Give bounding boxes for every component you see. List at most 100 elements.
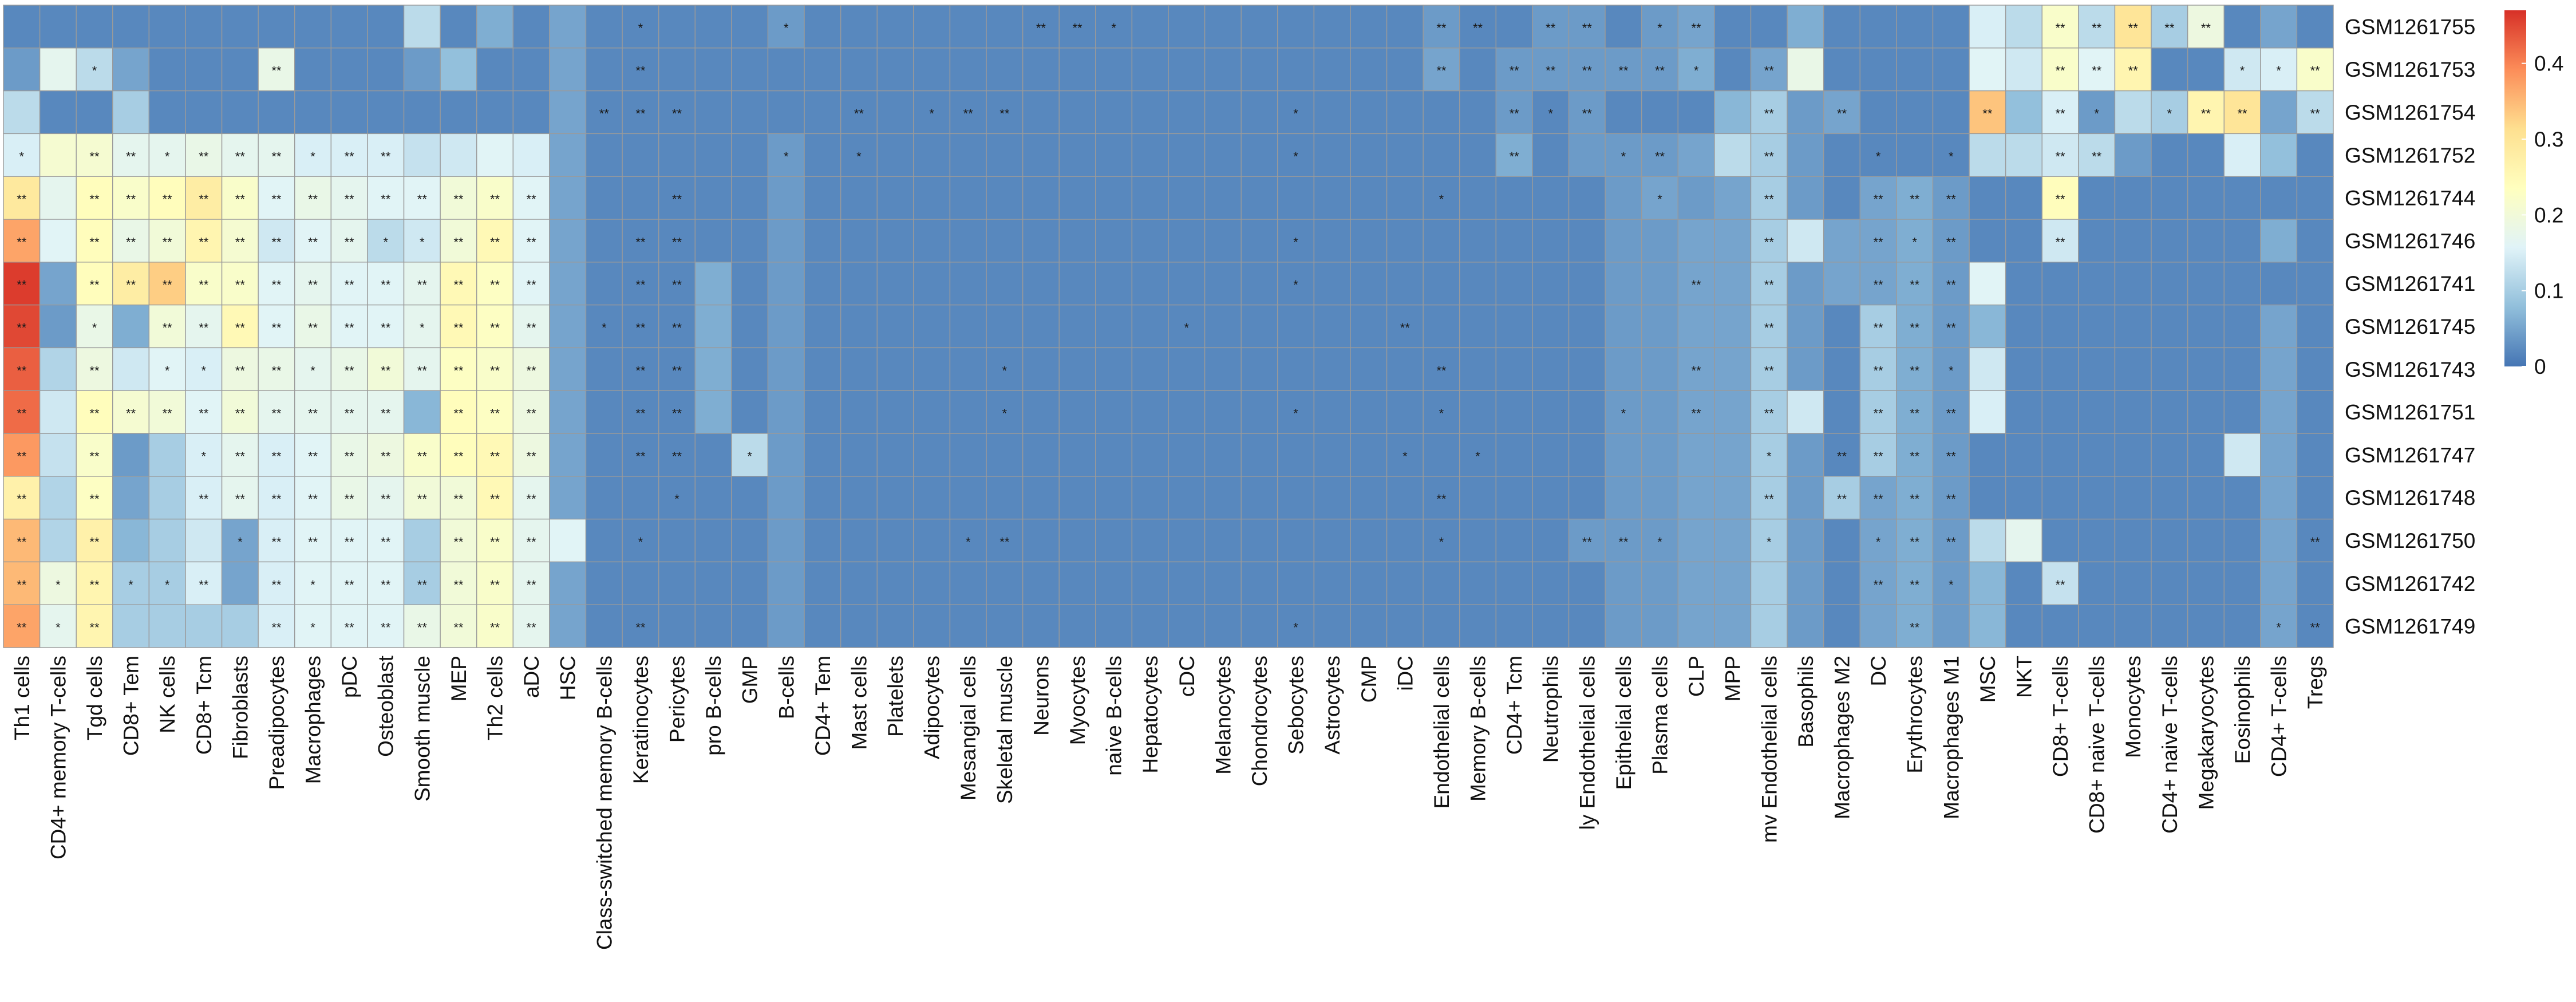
column-label: Epithelial cells — [1612, 656, 1635, 790]
significance-mark: ** — [308, 449, 318, 463]
heatmap-cell — [694, 518, 732, 563]
heatmap-cell — [1131, 90, 1169, 135]
heatmap-cell — [1969, 476, 2006, 520]
heatmap-cell — [1605, 262, 1642, 306]
heatmap-cell — [1313, 90, 1351, 135]
significance-mark: * — [784, 21, 789, 35]
column-label: Sebocytes — [1285, 656, 1308, 755]
heatmap-cell — [804, 90, 841, 135]
heatmap-cell — [549, 433, 587, 477]
heatmap-cell — [1350, 476, 1388, 520]
heatmap-cell — [2005, 476, 2042, 520]
heatmap-cell — [1131, 433, 1169, 477]
column-label: Monocytes — [2121, 656, 2145, 758]
heatmap-cell — [2041, 48, 2079, 92]
column-label: Plasma cells — [1649, 656, 1672, 775]
heatmap-cell — [258, 561, 295, 605]
significance-mark: ** — [453, 407, 464, 421]
heatmap-cell — [1131, 390, 1169, 434]
heatmap-cell — [1750, 176, 1788, 220]
significance-mark: ** — [126, 407, 136, 421]
heatmap-cell — [1204, 133, 1242, 177]
heatmap-cell — [1605, 390, 1642, 434]
heatmap-cell — [1787, 518, 1824, 563]
column-label: Skeletal muscle — [993, 656, 1017, 804]
significance-mark: ** — [235, 278, 246, 292]
heatmap-cell — [1605, 304, 1642, 349]
heatmap-cell — [3, 5, 41, 49]
heatmap-cell — [622, 561, 659, 605]
heatmap-cell — [1350, 433, 1388, 477]
significance-mark: * — [56, 578, 61, 592]
heatmap-cell — [840, 390, 878, 434]
significance-mark: ** — [271, 407, 282, 421]
significance-mark: ** — [89, 621, 100, 635]
column-label: Th2 cells — [484, 656, 507, 740]
heatmap-cell — [1022, 133, 1060, 177]
heatmap-cell — [1787, 476, 1824, 520]
heatmap-cell — [512, 304, 550, 349]
heatmap-cell — [840, 476, 878, 520]
significance-mark: * — [1002, 407, 1008, 421]
heatmap-cell — [731, 5, 769, 49]
significance-mark: ** — [271, 321, 282, 335]
column-label: CD4+ T-cells — [2267, 656, 2291, 777]
heatmap-cell — [1277, 176, 1315, 220]
heatmap-cell — [694, 390, 732, 434]
heatmap-cell — [221, 262, 259, 306]
column-label: Keratinocytes — [629, 656, 653, 784]
heatmap-cell — [2223, 176, 2261, 220]
heatmap-cell — [731, 476, 769, 520]
heatmap-cell — [1823, 133, 1860, 177]
heatmap-cell — [2005, 390, 2042, 434]
heatmap-cell — [2078, 304, 2116, 349]
significance-mark: ** — [417, 278, 428, 292]
significance-mark: ** — [417, 621, 428, 635]
heatmap-cell — [2151, 90, 2188, 135]
heatmap-cell — [76, 5, 113, 49]
heatmap-cell — [1204, 219, 1242, 263]
heatmap-cell — [1313, 476, 1351, 520]
significance-mark: ** — [381, 364, 391, 378]
significance-mark: * — [310, 149, 315, 164]
heatmap-cell — [403, 347, 441, 391]
significance-mark: ** — [271, 578, 282, 592]
heatmap-cell — [1641, 604, 1679, 648]
column-label: CD8+ T-cells — [2049, 656, 2072, 777]
heatmap-cell — [1823, 476, 1860, 520]
heatmap-cell — [1386, 347, 1424, 391]
significance-mark: * — [1111, 21, 1116, 35]
heatmap-cell — [767, 304, 805, 349]
column-label: Smooth muscle — [410, 656, 434, 802]
heatmap-cell — [1714, 133, 1752, 177]
heatmap-cell — [294, 48, 332, 92]
heatmap-cell — [1131, 5, 1169, 49]
heatmap-cell — [1423, 219, 1460, 263]
heatmap-cell — [330, 219, 368, 263]
heatmap-cell — [2005, 48, 2042, 92]
significance-mark: * — [420, 235, 425, 249]
significance-mark: ** — [490, 407, 500, 421]
significance-mark: ** — [1582, 21, 1593, 35]
heatmap-cell — [767, 561, 805, 605]
significance-mark: * — [1657, 21, 1662, 35]
heatmap-cell — [549, 133, 587, 177]
significance-mark: ** — [1874, 578, 1884, 592]
heatmap-cell — [1095, 219, 1133, 263]
heatmap-cell — [1787, 262, 1824, 306]
heatmap-cell — [1787, 133, 1824, 177]
significance-mark: * — [856, 149, 862, 164]
heatmap-cell — [185, 5, 223, 49]
heatmap-cell — [440, 262, 477, 306]
heatmap-cell — [1677, 476, 1715, 520]
significance-mark: ** — [1582, 535, 1593, 549]
significance-mark: ** — [453, 235, 464, 249]
significance-mark: ** — [2164, 21, 2175, 35]
heatmap-cell — [913, 262, 951, 306]
heatmap-cell — [2223, 390, 2261, 434]
heatmap-cell — [1641, 48, 1679, 92]
column-label: Eosinophils — [2231, 656, 2254, 764]
significance-mark: ** — [271, 64, 282, 78]
significance-mark: ** — [1036, 21, 1046, 35]
heatmap-cell — [1532, 518, 1570, 563]
